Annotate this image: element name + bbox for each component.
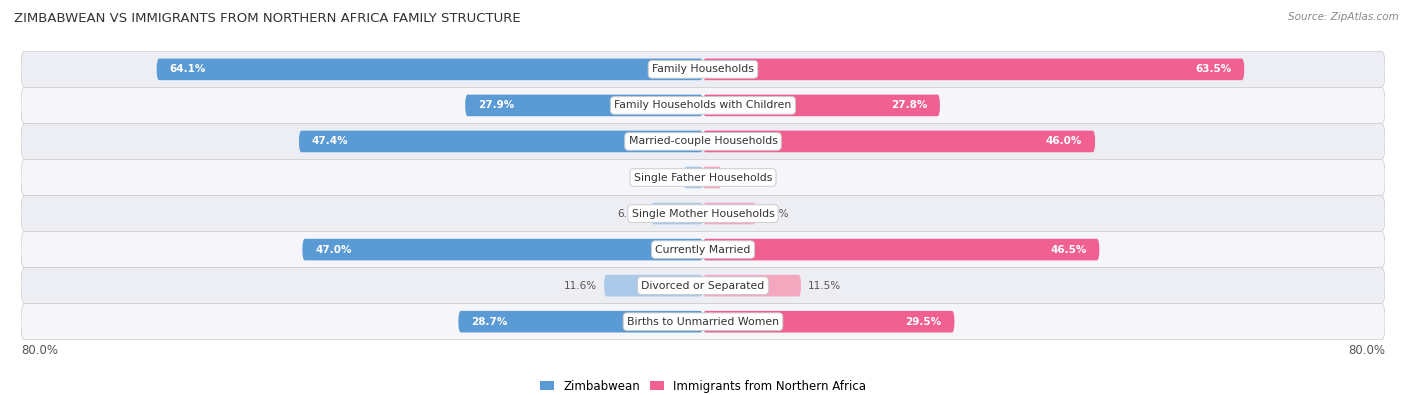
Text: 46.5%: 46.5% [1050, 245, 1087, 255]
Text: Single Mother Households: Single Mother Households [631, 209, 775, 218]
Text: Currently Married: Currently Married [655, 245, 751, 255]
Text: Married-couple Households: Married-couple Households [628, 136, 778, 147]
FancyBboxPatch shape [458, 311, 703, 333]
FancyBboxPatch shape [703, 167, 721, 188]
Text: 2.2%: 2.2% [651, 173, 678, 182]
FancyBboxPatch shape [21, 51, 1385, 87]
Text: 29.5%: 29.5% [905, 317, 942, 327]
FancyBboxPatch shape [21, 123, 1385, 160]
FancyBboxPatch shape [651, 203, 703, 224]
Text: 80.0%: 80.0% [21, 344, 58, 357]
Text: 2.1%: 2.1% [728, 173, 754, 182]
Text: Single Father Households: Single Father Households [634, 173, 772, 182]
FancyBboxPatch shape [685, 167, 703, 188]
FancyBboxPatch shape [21, 87, 1385, 123]
FancyBboxPatch shape [703, 95, 941, 116]
Text: Births to Unmarried Women: Births to Unmarried Women [627, 317, 779, 327]
Text: Family Households with Children: Family Households with Children [614, 100, 792, 111]
Text: 6.1%: 6.1% [617, 209, 644, 218]
Text: Source: ZipAtlas.com: Source: ZipAtlas.com [1288, 12, 1399, 22]
FancyBboxPatch shape [703, 58, 1244, 80]
Text: 6.2%: 6.2% [762, 209, 789, 218]
FancyBboxPatch shape [703, 239, 1099, 260]
Text: 64.1%: 64.1% [169, 64, 205, 74]
FancyBboxPatch shape [703, 275, 801, 296]
FancyBboxPatch shape [21, 196, 1385, 231]
FancyBboxPatch shape [465, 95, 703, 116]
Text: 47.0%: 47.0% [315, 245, 352, 255]
FancyBboxPatch shape [21, 160, 1385, 196]
FancyBboxPatch shape [703, 311, 955, 333]
Text: 27.9%: 27.9% [478, 100, 515, 111]
FancyBboxPatch shape [703, 203, 756, 224]
FancyBboxPatch shape [605, 275, 703, 296]
Text: 47.4%: 47.4% [312, 136, 349, 147]
Text: 80.0%: 80.0% [1348, 344, 1385, 357]
Text: 63.5%: 63.5% [1195, 64, 1232, 74]
Text: Divorced or Separated: Divorced or Separated [641, 280, 765, 291]
Text: 11.5%: 11.5% [808, 280, 841, 291]
FancyBboxPatch shape [299, 131, 703, 152]
Text: 11.6%: 11.6% [564, 280, 598, 291]
FancyBboxPatch shape [156, 58, 703, 80]
Text: 46.0%: 46.0% [1046, 136, 1083, 147]
Text: Family Households: Family Households [652, 64, 754, 74]
FancyBboxPatch shape [21, 268, 1385, 304]
FancyBboxPatch shape [21, 231, 1385, 268]
FancyBboxPatch shape [302, 239, 703, 260]
Legend: Zimbabwean, Immigrants from Northern Africa: Zimbabwean, Immigrants from Northern Afr… [536, 375, 870, 395]
Text: 28.7%: 28.7% [471, 317, 508, 327]
Text: 27.8%: 27.8% [891, 100, 927, 111]
Text: ZIMBABWEAN VS IMMIGRANTS FROM NORTHERN AFRICA FAMILY STRUCTURE: ZIMBABWEAN VS IMMIGRANTS FROM NORTHERN A… [14, 12, 520, 25]
FancyBboxPatch shape [21, 304, 1385, 340]
FancyBboxPatch shape [703, 131, 1095, 152]
